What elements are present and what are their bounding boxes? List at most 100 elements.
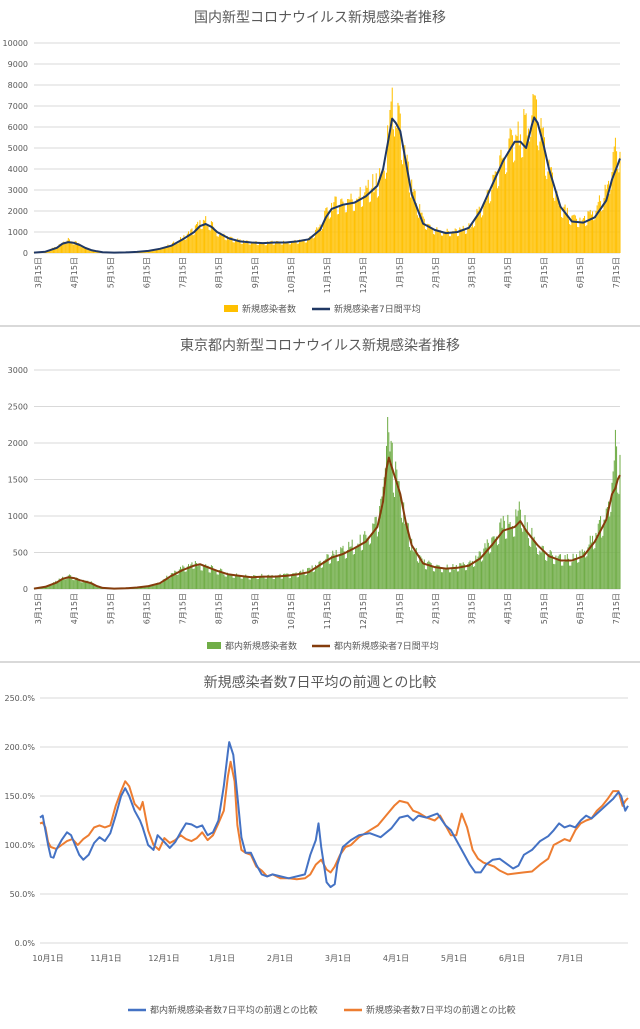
bar xyxy=(597,535,598,589)
bar xyxy=(244,576,245,589)
bar xyxy=(441,572,442,589)
bar xyxy=(202,229,203,253)
y-tick-label: 100.0% xyxy=(4,841,35,850)
bar xyxy=(562,218,563,253)
y-tick-label: 200.0% xyxy=(4,743,35,752)
bar xyxy=(228,574,229,589)
x-tick-label: 1月1日 xyxy=(209,954,235,963)
bar xyxy=(64,244,65,253)
bar xyxy=(262,243,263,253)
bar xyxy=(235,241,236,253)
bar xyxy=(312,237,313,253)
bar xyxy=(175,243,176,253)
bar xyxy=(343,546,344,589)
bar xyxy=(566,561,567,589)
bar xyxy=(170,578,171,589)
bar xyxy=(323,223,324,253)
bar xyxy=(519,145,520,253)
bar xyxy=(432,229,433,253)
bar xyxy=(481,562,482,589)
bar xyxy=(334,557,335,589)
x-tick-label: 3月15日 xyxy=(468,257,477,288)
bar xyxy=(610,512,611,589)
bar xyxy=(489,203,490,253)
bar xyxy=(205,564,206,589)
bar xyxy=(490,201,491,253)
bar xyxy=(169,247,170,253)
bar xyxy=(553,198,554,253)
bar xyxy=(369,202,370,253)
bar xyxy=(602,210,603,253)
bar xyxy=(265,579,266,589)
chart-title: 新規感染者数7日平均の前週との比較 xyxy=(204,674,437,691)
bar xyxy=(368,180,369,253)
bar xyxy=(492,175,493,253)
bar xyxy=(377,198,378,253)
bar xyxy=(225,576,226,589)
y-tick-label: 4000 xyxy=(8,165,28,174)
bar xyxy=(242,579,243,589)
bar xyxy=(505,539,506,589)
bar xyxy=(514,536,515,589)
bar xyxy=(561,217,562,253)
bar xyxy=(570,566,571,589)
bar xyxy=(367,188,368,253)
bar xyxy=(543,546,544,589)
bar xyxy=(455,567,456,589)
bar xyxy=(425,229,426,253)
bar xyxy=(373,524,374,589)
bar xyxy=(402,164,403,253)
bar xyxy=(354,554,355,589)
bar xyxy=(249,244,250,253)
bar xyxy=(300,241,301,253)
bar xyxy=(439,565,440,589)
bar xyxy=(467,227,468,253)
x-tick-label: 5月15日 xyxy=(106,257,115,288)
bar xyxy=(209,230,210,253)
bar xyxy=(515,509,516,589)
bar xyxy=(614,460,615,589)
bar xyxy=(415,552,416,589)
bar xyxy=(169,579,170,589)
bar xyxy=(590,210,591,253)
bar xyxy=(258,245,259,253)
bar xyxy=(252,577,253,589)
bar xyxy=(286,242,287,253)
bar xyxy=(491,190,492,253)
bar xyxy=(221,235,222,253)
bar xyxy=(88,584,89,589)
bar xyxy=(432,566,433,589)
bar xyxy=(322,229,323,253)
bar xyxy=(367,538,368,589)
bar xyxy=(458,571,459,589)
bar xyxy=(615,138,616,253)
bar xyxy=(354,211,355,253)
x-tick-label: 6月15日 xyxy=(142,593,151,624)
bar xyxy=(201,570,202,589)
bar xyxy=(338,561,339,589)
bar xyxy=(265,245,266,253)
bar xyxy=(329,219,330,253)
bar xyxy=(230,574,231,589)
bar xyxy=(197,566,198,589)
y-tick-label: 1500 xyxy=(8,476,28,485)
x-tick-label: 11月15日 xyxy=(323,593,332,629)
bar xyxy=(562,566,563,589)
bar xyxy=(563,207,564,253)
bar xyxy=(587,211,588,253)
bar xyxy=(347,550,348,589)
bar xyxy=(313,238,314,253)
bar xyxy=(570,225,571,253)
bar xyxy=(177,575,178,589)
bar xyxy=(618,172,619,253)
bar xyxy=(451,568,452,589)
bar xyxy=(481,217,482,253)
bar xyxy=(603,520,604,589)
bar xyxy=(613,152,614,253)
bar xyxy=(325,559,326,589)
x-tick-label: 6月1日 xyxy=(499,954,525,963)
bar xyxy=(388,432,389,589)
bar xyxy=(371,188,372,253)
bar xyxy=(316,567,317,589)
bar xyxy=(619,152,620,253)
